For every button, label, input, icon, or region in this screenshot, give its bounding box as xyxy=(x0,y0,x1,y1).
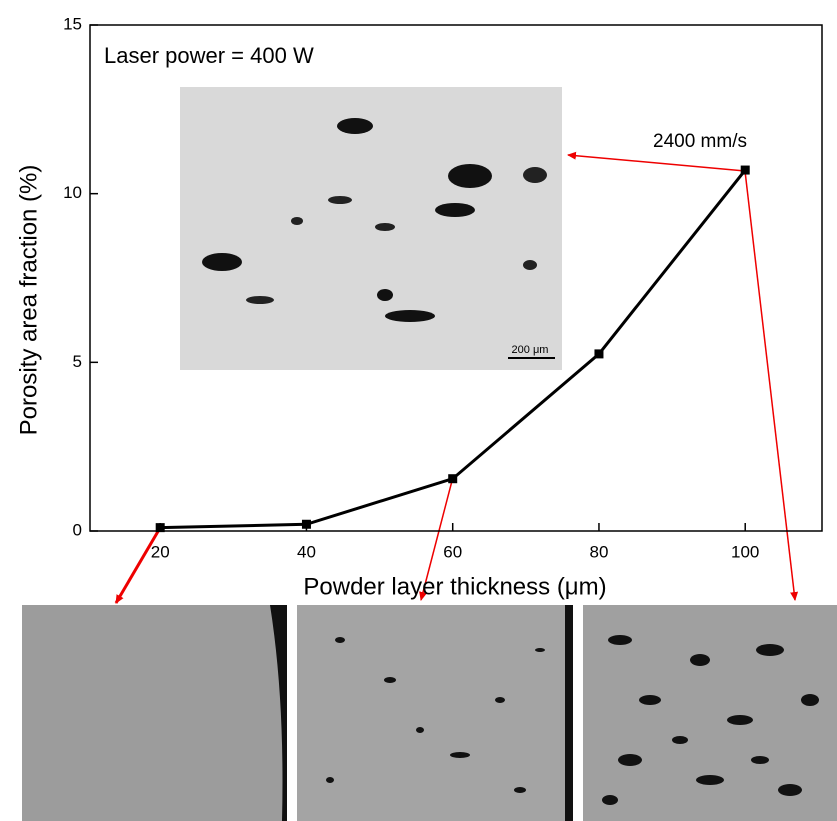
marker xyxy=(301,519,311,529)
x-tick-label: 100 xyxy=(731,542,759,561)
y-axis-label: Porosity area fraction (%) xyxy=(15,165,42,436)
arrows xyxy=(114,151,799,604)
x-tick-label: 20 xyxy=(151,542,170,561)
marker xyxy=(740,165,750,175)
bottom-micrographs xyxy=(22,605,837,821)
x-tick-label: 40 xyxy=(297,542,316,561)
inset-micrograph xyxy=(180,87,562,370)
marker xyxy=(155,523,165,533)
y-tick-label: 5 xyxy=(73,352,82,371)
annotation: Laser power = 400 W xyxy=(104,43,314,68)
y-tick-label: 15 xyxy=(63,14,82,33)
x-tick-label: 80 xyxy=(590,542,609,561)
marker xyxy=(448,474,458,484)
x-axis-label: Powder layer thickness (μm) xyxy=(303,573,606,600)
scale-bar-label: 200 μm xyxy=(512,344,549,356)
y-tick-label: 10 xyxy=(63,183,82,202)
y-tick-label: 0 xyxy=(73,520,82,539)
annotation: 2400 mm/s xyxy=(653,131,747,152)
plot-frame xyxy=(89,24,823,532)
x-tick-label: 60 xyxy=(443,542,462,561)
marker xyxy=(594,349,604,359)
